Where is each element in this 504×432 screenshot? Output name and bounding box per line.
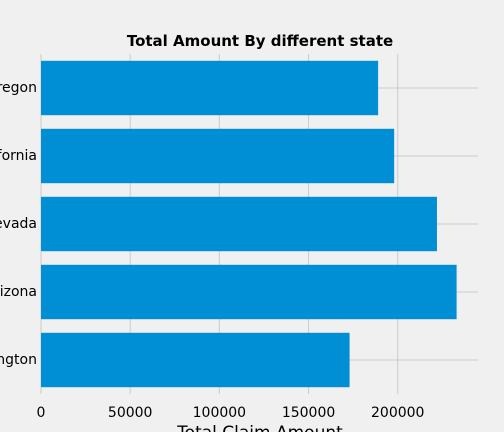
bar-california [41, 128, 395, 184]
x-tick-label: 100000 [193, 405, 246, 421]
bar-arizona [41, 264, 457, 320]
y-tick-label: Nevada [0, 216, 37, 232]
chart-title: Total Amount By different state [127, 32, 393, 50]
y-tick-label: Arizona [0, 284, 37, 300]
x-axis-label: Total Claim Amount [176, 423, 343, 432]
x-tick-label: 50000 [108, 405, 153, 421]
y-tick-label: Oregon [0, 80, 37, 96]
bars [41, 60, 457, 388]
bar-washington [41, 332, 350, 388]
x-tick-label: 200000 [371, 405, 424, 421]
bar-nevada [41, 196, 437, 252]
x-tick-label: 150000 [282, 405, 335, 421]
x-tick-label: 0 [37, 405, 46, 421]
x-tick-labels: 0 50000 100000 150000 200000 [37, 405, 425, 421]
y-tick-labels: Washington Arizona Nevada California Oregon [0, 80, 37, 368]
y-tick-label: Washington [0, 352, 37, 368]
y-tick-label: California [0, 148, 37, 164]
bar-oregon [41, 60, 379, 116]
